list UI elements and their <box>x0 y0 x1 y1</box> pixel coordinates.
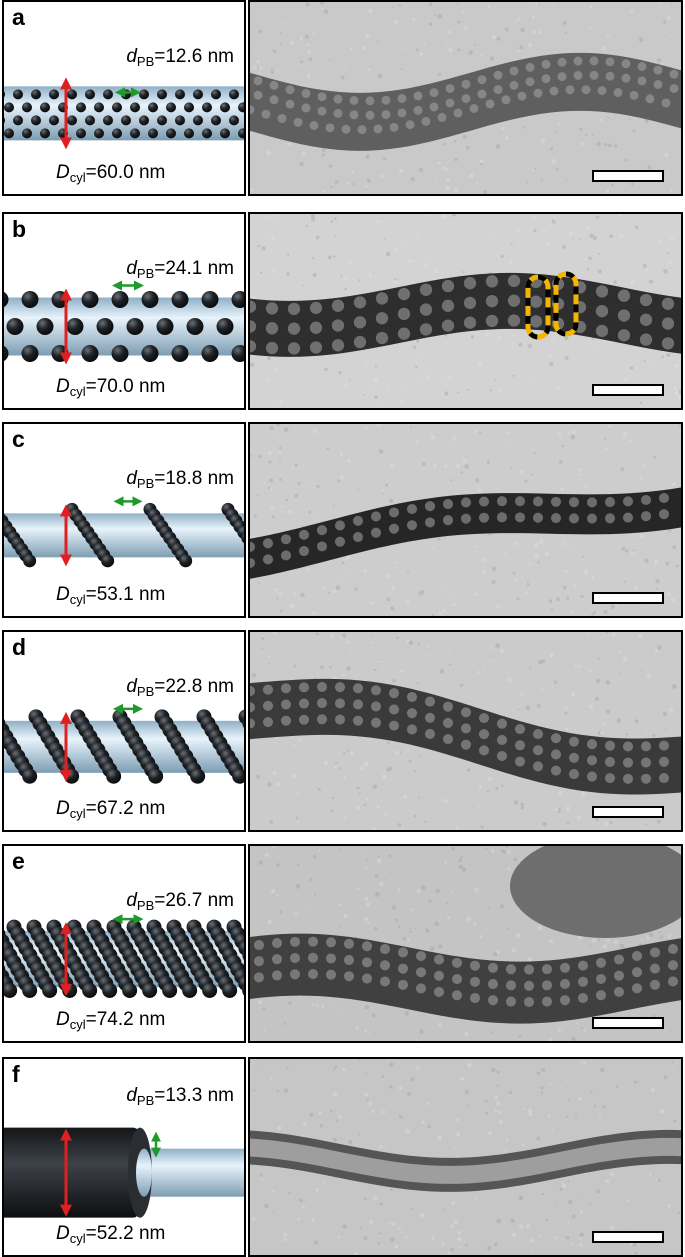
nanofiber <box>250 272 681 357</box>
d-value: =12.6 nm <box>154 46 234 67</box>
tem-micrograph <box>248 0 683 196</box>
panel-label: f <box>12 1061 20 1087</box>
d-subscript: PB <box>136 266 155 281</box>
d-subscript: PB <box>136 54 155 69</box>
d-subscript: PB <box>136 898 155 913</box>
cylinder-core <box>4 513 244 558</box>
cylinder-diameter-label: Dcyl=53.1 nm <box>56 584 166 607</box>
nanofiber <box>250 933 681 1024</box>
tem-micrograph <box>248 630 683 832</box>
core-end <box>136 1148 152 1197</box>
panel-e: e dPB=26.7 nm Dcyl=74.2 nm <box>2 844 683 1043</box>
d-symbol: d <box>126 46 137 67</box>
D-value: =52.2 nm <box>85 1223 166 1244</box>
panel-label: c <box>12 426 25 452</box>
cylinder-diameter-label: Dcyl=74.2 nm <box>56 1009 166 1032</box>
D-value: =60.0 nm <box>85 162 166 183</box>
pb-domains <box>4 291 244 363</box>
D-value: =70.0 nm <box>85 376 166 397</box>
d-subscript: PB <box>136 476 155 491</box>
panel-a: a dPB=12.6 nm Dcyl=60.0 nm <box>2 0 683 196</box>
D-value: =67.2 nm <box>85 798 166 819</box>
d-symbol: d <box>126 1085 137 1106</box>
fiber-domains <box>250 56 679 135</box>
D-subscript: cyl <box>69 384 86 399</box>
domain-diameter-label: dPB=24.1 nm <box>126 258 234 281</box>
D-symbol: D <box>56 584 70 605</box>
d-subscript: PB <box>136 684 155 699</box>
panel-d: d dPB=22.8 nm Dcyl=67.2 nm <box>2 630 683 832</box>
D-symbol: D <box>56 376 70 397</box>
pb-domains <box>4 919 244 998</box>
domain-diameter-label: dPB=18.8 nm <box>126 468 234 491</box>
tem-micrograph <box>248 1057 683 1257</box>
nanofiber <box>250 1129 681 1192</box>
scale-bar <box>592 170 664 182</box>
adjacent-fiber <box>510 846 681 938</box>
scale-bar <box>592 1231 664 1243</box>
model-illustration: a dPB=12.6 nm Dcyl=60.0 nm <box>2 0 246 196</box>
model-illustration: d dPB=22.8 nm Dcyl=67.2 nm <box>2 630 246 832</box>
d-symbol: d <box>126 258 137 279</box>
d-value: =26.7 nm <box>154 890 234 911</box>
fiber-domains <box>253 936 679 1008</box>
cylinder-diameter-label: Dcyl=52.2 nm <box>56 1223 166 1246</box>
panel-label: a <box>12 4 25 30</box>
cylinder-diameter-label: Dcyl=60.0 nm <box>56 162 166 185</box>
model-illustration: c dPB=18.8 nm Dcyl=53.1 nm <box>2 422 246 618</box>
model-illustration: f dPB=13.3 nm Dcyl=52.2 nm <box>2 1057 246 1257</box>
d-value: =22.8 nm <box>154 676 234 697</box>
tem-micrograph <box>248 844 683 1043</box>
D-symbol: D <box>56 798 70 819</box>
domain-diameter-label: dPB=13.3 nm <box>126 1085 234 1108</box>
domain-diameter-label: dPB=12.6 nm <box>126 46 234 69</box>
scale-bar <box>592 1017 664 1029</box>
model-illustration: b dPB=24.1 nm Dcyl=70.0 nm <box>2 212 246 410</box>
D-subscript: cyl <box>69 1017 86 1032</box>
fiber-domains <box>250 681 670 784</box>
pb-domains <box>4 709 244 784</box>
D-subscript: cyl <box>69 592 86 607</box>
d-value: =24.1 nm <box>154 258 234 279</box>
tem-micrograph <box>248 212 683 410</box>
tem-micrograph <box>248 422 683 618</box>
scale-bar <box>592 384 664 396</box>
D-subscript: cyl <box>69 1231 86 1246</box>
D-subscript: cyl <box>69 170 86 185</box>
domain-diameter-label: dPB=22.8 nm <box>126 676 234 699</box>
D-value: =53.1 nm <box>85 584 166 605</box>
D-symbol: D <box>56 162 70 183</box>
model-illustration: e dPB=26.7 nm Dcyl=74.2 nm <box>2 844 246 1043</box>
pb-domains <box>4 502 244 568</box>
d-value: =13.3 nm <box>154 1085 234 1106</box>
D-value: =74.2 nm <box>85 1009 166 1030</box>
nanofiber <box>250 487 681 579</box>
d-symbol: d <box>126 676 137 697</box>
D-symbol: D <box>56 1009 70 1030</box>
domain-diameter-label: dPB=26.7 nm <box>126 890 234 913</box>
panel-c: c dPB=18.8 nm Dcyl=53.1 nm <box>2 422 683 618</box>
panel-f: f dPB=13.3 nm Dcyl=52.2 nm <box>2 1057 683 1257</box>
panel-label: b <box>12 216 27 242</box>
cylinder-diameter-label: Dcyl=70.0 nm <box>56 376 166 399</box>
panel-b: b dPB=24.1 nm Dcyl=70.0 nm <box>2 212 683 410</box>
D-subscript: cyl <box>69 806 86 821</box>
scale-bar <box>592 592 664 604</box>
d-value: =18.8 nm <box>154 468 234 489</box>
fiber-core <box>250 1137 681 1184</box>
d-symbol: d <box>126 468 137 489</box>
d-symbol: d <box>126 890 137 911</box>
d-subscript: PB <box>136 1093 155 1108</box>
cylinder-diameter-label: Dcyl=67.2 nm <box>56 798 166 821</box>
fiber-domains <box>250 492 670 569</box>
panel-label: e <box>12 848 25 874</box>
highlight-rings <box>525 271 579 340</box>
D-symbol: D <box>56 1223 70 1244</box>
panel-label: d <box>12 634 27 660</box>
pb-shell <box>4 1127 139 1218</box>
scale-bar <box>592 806 664 818</box>
